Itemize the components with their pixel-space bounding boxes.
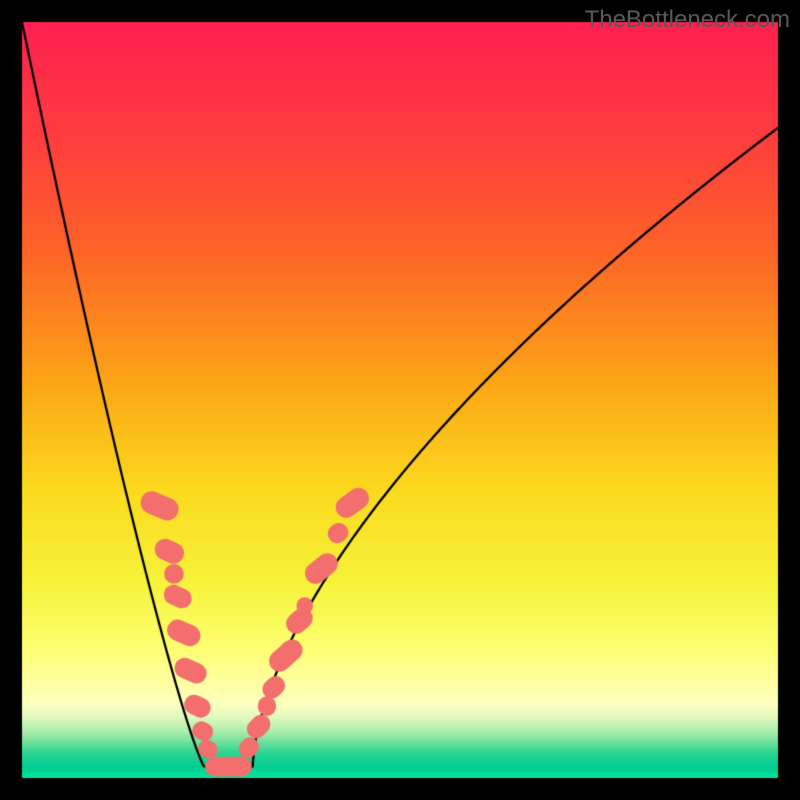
bottleneck-chart-canvas bbox=[0, 0, 800, 800]
